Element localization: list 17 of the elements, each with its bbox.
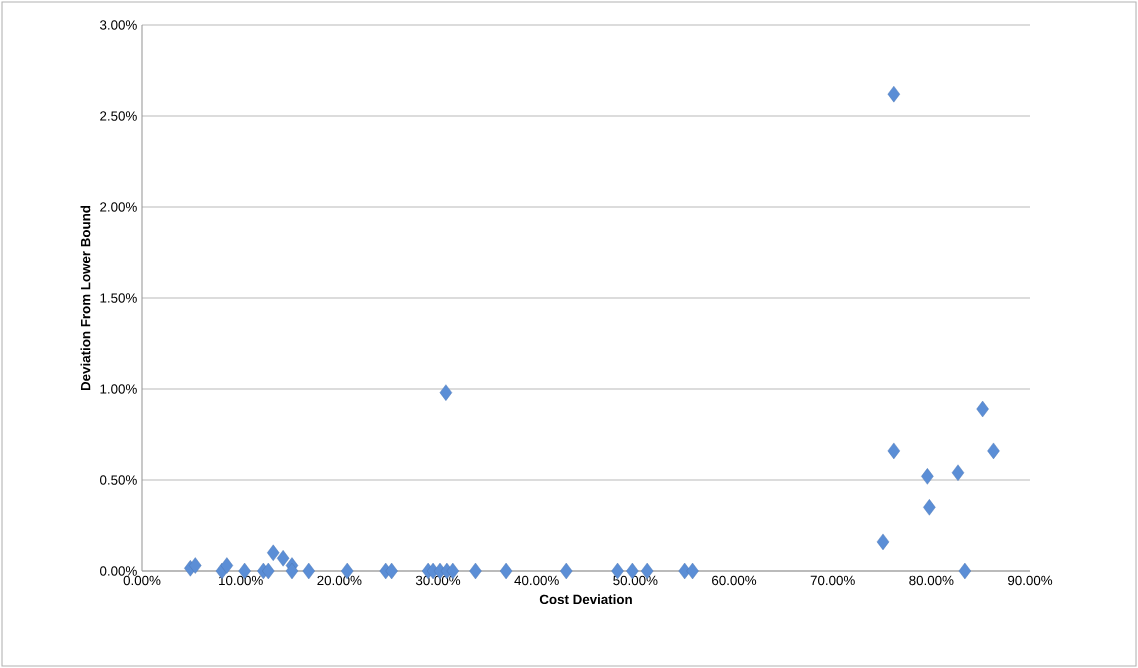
x-axis-title: Cost Deviation <box>539 594 632 605</box>
x-tick-label: 80.00% <box>909 575 954 586</box>
x-tick-label: 10.00% <box>219 575 263 586</box>
x-tick-label: 70.00% <box>810 575 855 586</box>
y-tick-label: 2.00% <box>100 202 137 212</box>
y-axis-title: Deviation From Lower Bound <box>80 205 91 391</box>
x-tick-label: 60.00% <box>712 575 757 586</box>
y-tick-label: 1.50% <box>100 293 137 303</box>
y-tick-label: 3.00% <box>99 20 137 30</box>
x-tick-label: 20.00% <box>317 575 362 586</box>
y-tick-label: 0.50% <box>100 475 137 485</box>
y-tick-label: 2.50% <box>100 111 137 121</box>
x-tick-label: 40.00% <box>514 575 559 586</box>
x-tick-label: 90.00% <box>1008 575 1053 586</box>
y-tick-label: 0.00% <box>100 566 137 576</box>
x-tick-label: 0.00% <box>123 575 161 586</box>
y-tick-label: 1.00% <box>100 384 137 394</box>
